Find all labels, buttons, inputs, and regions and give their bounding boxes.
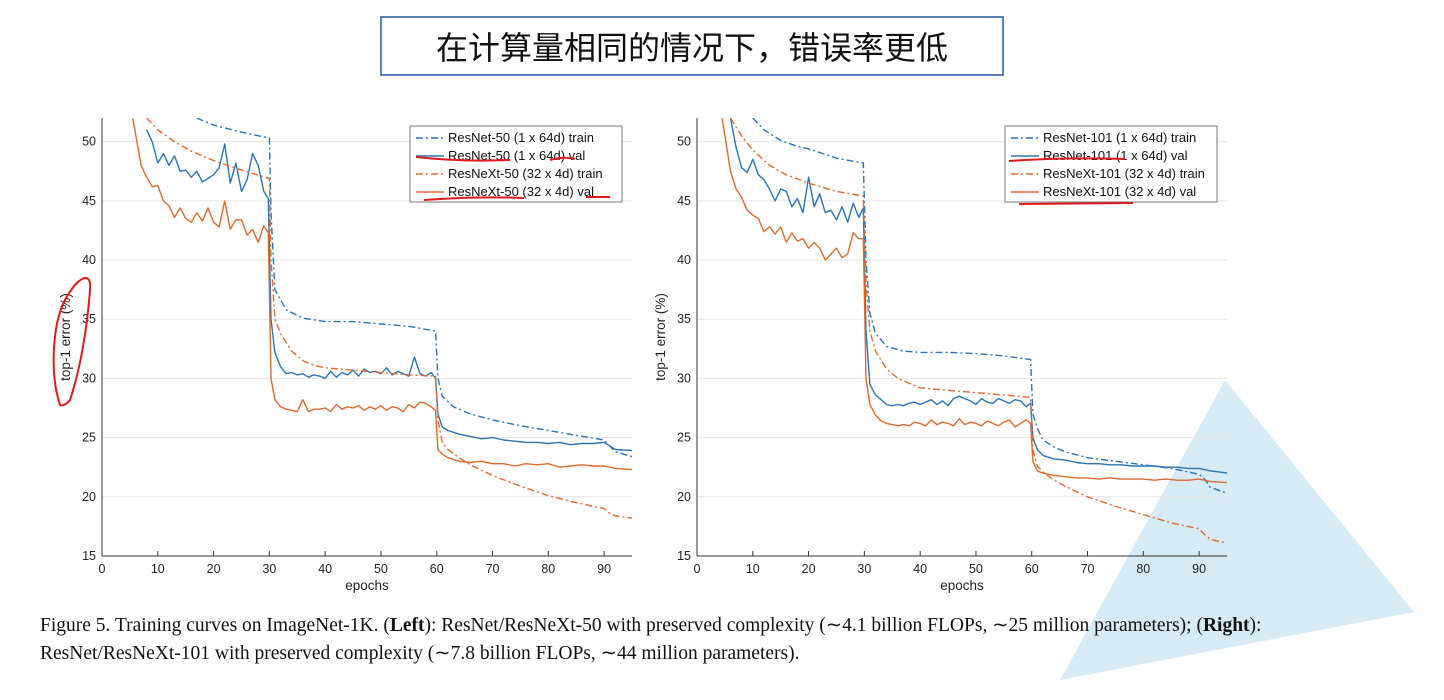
y-axis-label: top-1 error (%) <box>58 293 73 381</box>
annotation-underline <box>423 196 525 201</box>
y-tick-label: 35 <box>82 312 96 326</box>
annotation-underline <box>549 156 576 161</box>
legend-label: ResNeXt-50 (32 x 4d) train <box>448 166 603 181</box>
annotation-circle <box>52 277 92 407</box>
y-tick-label: 40 <box>82 253 96 267</box>
series-line-3 <box>721 118 1227 484</box>
series-line-0 <box>196 118 632 458</box>
decorative-triangle <box>1060 380 1414 680</box>
x-tick-label: 0 <box>99 562 106 576</box>
legend-label: ResNet-50 (1 x 64d) train <box>448 130 594 145</box>
y-tick-label: 25 <box>677 431 691 445</box>
y-tick-label: 50 <box>677 135 691 149</box>
y-tick-label: 20 <box>82 490 96 504</box>
y-tick-label: 15 <box>82 549 96 563</box>
y-tick-label: 45 <box>677 194 691 208</box>
x-axis-label: epochs <box>940 578 984 593</box>
legend-box <box>1004 125 1218 203</box>
legend-label: ResNet-101 (1 x 64d) val <box>1043 148 1188 163</box>
x-tick-label: 30 <box>857 562 871 576</box>
figure-caption: Figure 5. Training curves on ImageNet-1K… <box>40 612 1280 668</box>
legend-label: ResNeXt-101 (32 x 4d) train <box>1043 166 1205 181</box>
x-tick-label: 60 <box>1025 562 1039 576</box>
series-line-1 <box>729 118 1227 474</box>
x-tick-label: 10 <box>746 562 760 576</box>
x-tick-label: 80 <box>1136 562 1150 576</box>
legend-label: ResNeXt-50 (32 x 4d) val <box>448 184 594 199</box>
x-tick-label: 70 <box>1081 562 1095 576</box>
series-line-2 <box>729 118 1227 544</box>
caption-left-bold: Left <box>389 615 425 636</box>
x-tick-label: 0 <box>694 562 701 576</box>
y-tick-label: 30 <box>677 371 691 385</box>
caption-left-text: ): ResNet/ResNeXt-50 with preserved comp… <box>424 615 1203 636</box>
x-tick-label: 50 <box>969 562 983 576</box>
y-tick-label: 20 <box>677 490 691 504</box>
slide-title: 在计算量相同的情况下，错误率更低 <box>380 16 1004 76</box>
caption-right-text: ): ResNet/ResNeXt-101 with preserved com… <box>40 615 1262 664</box>
x-tick-label: 40 <box>318 562 332 576</box>
slide-title-text: 在计算量相同的情况下，错误率更低 <box>435 29 948 67</box>
y-axis-label: top-1 error (%) <box>653 293 668 381</box>
y-tick-label: 35 <box>677 312 691 326</box>
y-tick-label: 40 <box>677 253 691 267</box>
x-tick-label: 10 <box>151 562 165 576</box>
y-tick-label: 25 <box>82 431 96 445</box>
series-line-2 <box>146 118 632 519</box>
annotation-underline <box>415 156 511 162</box>
legend-label: ResNeXt-101 (32 x 4d) val <box>1043 184 1196 199</box>
x-tick-label: 90 <box>1192 562 1206 576</box>
x-tick-label: 80 <box>541 562 555 576</box>
caption-fig: Figure 5. Training curves on ImageNet-1K… <box>40 615 390 636</box>
legend-label: ResNet-101 (1 x 64d) train <box>1043 130 1196 145</box>
x-tick-label: 20 <box>207 562 221 576</box>
y-tick-label: 15 <box>677 549 691 563</box>
y-tick-label: 30 <box>82 371 96 385</box>
legend-box <box>409 125 623 203</box>
x-tick-label: 70 <box>486 562 500 576</box>
x-tick-label: 20 <box>802 562 816 576</box>
x-tick-label: 30 <box>262 562 276 576</box>
x-tick-label: 90 <box>597 562 611 576</box>
y-tick-label: 50 <box>82 135 96 149</box>
x-tick-label: 50 <box>374 562 388 576</box>
y-tick-label: 45 <box>82 194 96 208</box>
triangle-shape <box>1060 380 1414 680</box>
series-line-1 <box>145 129 632 452</box>
series-line-3 <box>132 118 632 471</box>
annotation-underline <box>1008 157 1126 162</box>
caption-right-bold: Right <box>1202 615 1250 636</box>
chart-right: 15 20 25 30 35 40 45 50 0 10 20 30 40 50 60 70 80 90 epoch… <box>653 118 1227 593</box>
x-tick-label: 60 <box>430 562 444 576</box>
x-tick-label: 40 <box>913 562 927 576</box>
chart-left: 15 20 25 30 35 40 45 50 0 10 20 30 40 50 60 70 80 90 epoch… <box>52 118 632 593</box>
x-axis-label: epochs <box>345 578 389 593</box>
annotation-underline <box>1018 202 1134 205</box>
